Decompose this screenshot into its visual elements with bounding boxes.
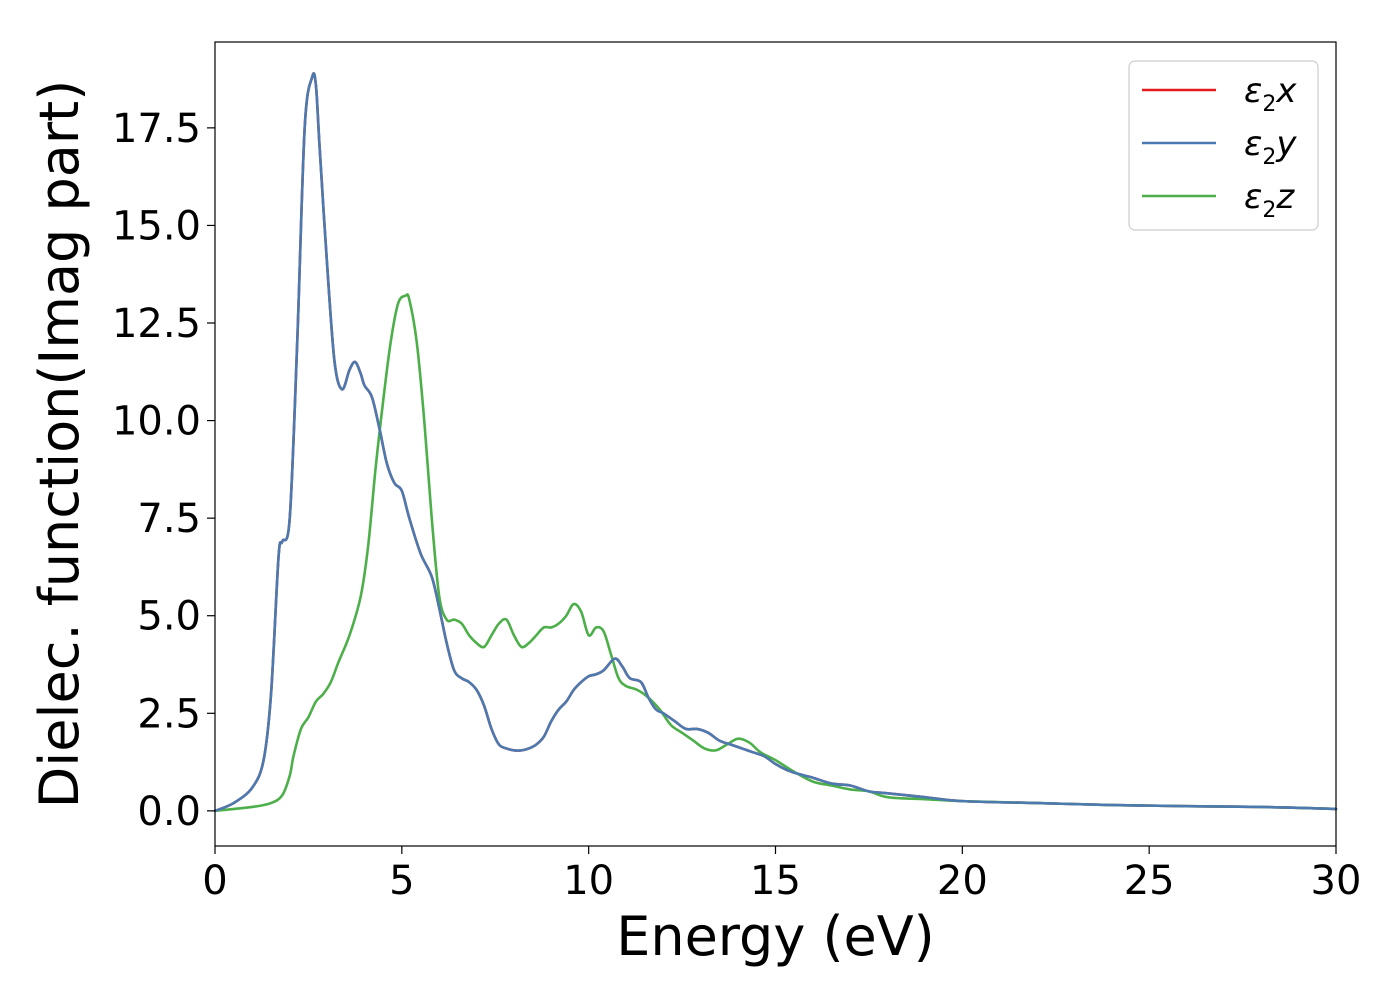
- legend-base: ε: [1244, 124, 1262, 164]
- y-tick-label: 7.5: [137, 496, 201, 542]
- legend-subscript: 2: [1262, 92, 1276, 117]
- series-line-z: [213, 293, 1338, 813]
- legend-box: [1128, 60, 1319, 231]
- legend-base: ε: [1244, 177, 1262, 217]
- legend-entry-label: ε2z: [1244, 177, 1295, 223]
- legend-entry-label: ε2x: [1244, 71, 1297, 117]
- y-axis-label: Dielec. function(Imag part): [28, 80, 91, 809]
- legend-tail: z: [1275, 177, 1295, 217]
- legend-base: ε: [1244, 71, 1262, 111]
- x-tick-label: 15: [750, 858, 801, 904]
- x-tick-label: 5: [389, 858, 414, 904]
- x-tick-label: 0: [202, 858, 227, 904]
- y-tick-label: 15.0: [112, 203, 201, 249]
- x-tick-label: 25: [1124, 858, 1175, 904]
- legend-subscript: 2: [1262, 198, 1276, 223]
- legend-tail: y: [1275, 124, 1297, 164]
- plot-lines: [213, 72, 1338, 813]
- series-line-y: [213, 72, 1338, 813]
- y-tick-label: 17.5: [112, 106, 201, 152]
- x-axis-label: Energy (eV): [616, 905, 935, 968]
- x-tick-label: 30: [1311, 858, 1362, 904]
- legend-entry-label: ε2y: [1244, 124, 1297, 170]
- legend-tail: x: [1275, 71, 1297, 111]
- y-tick-label: 12.5: [112, 301, 201, 347]
- y-tick-label: 0.0: [137, 789, 201, 835]
- y-tick-label: 2.5: [137, 691, 201, 737]
- y-axis: 0.0 2.5 5.0 7.5 10.0 12.5 15.0 17.5: [112, 106, 215, 835]
- x-tick-label: 10: [563, 858, 614, 904]
- x-tick-label: 20: [937, 858, 988, 904]
- x-axis: 0 5 10 15 20 25 30: [202, 846, 1361, 904]
- y-tick-label: 10.0: [112, 399, 201, 445]
- y-tick-label: 5.0: [137, 594, 201, 640]
- legend-subscript: 2: [1262, 145, 1276, 170]
